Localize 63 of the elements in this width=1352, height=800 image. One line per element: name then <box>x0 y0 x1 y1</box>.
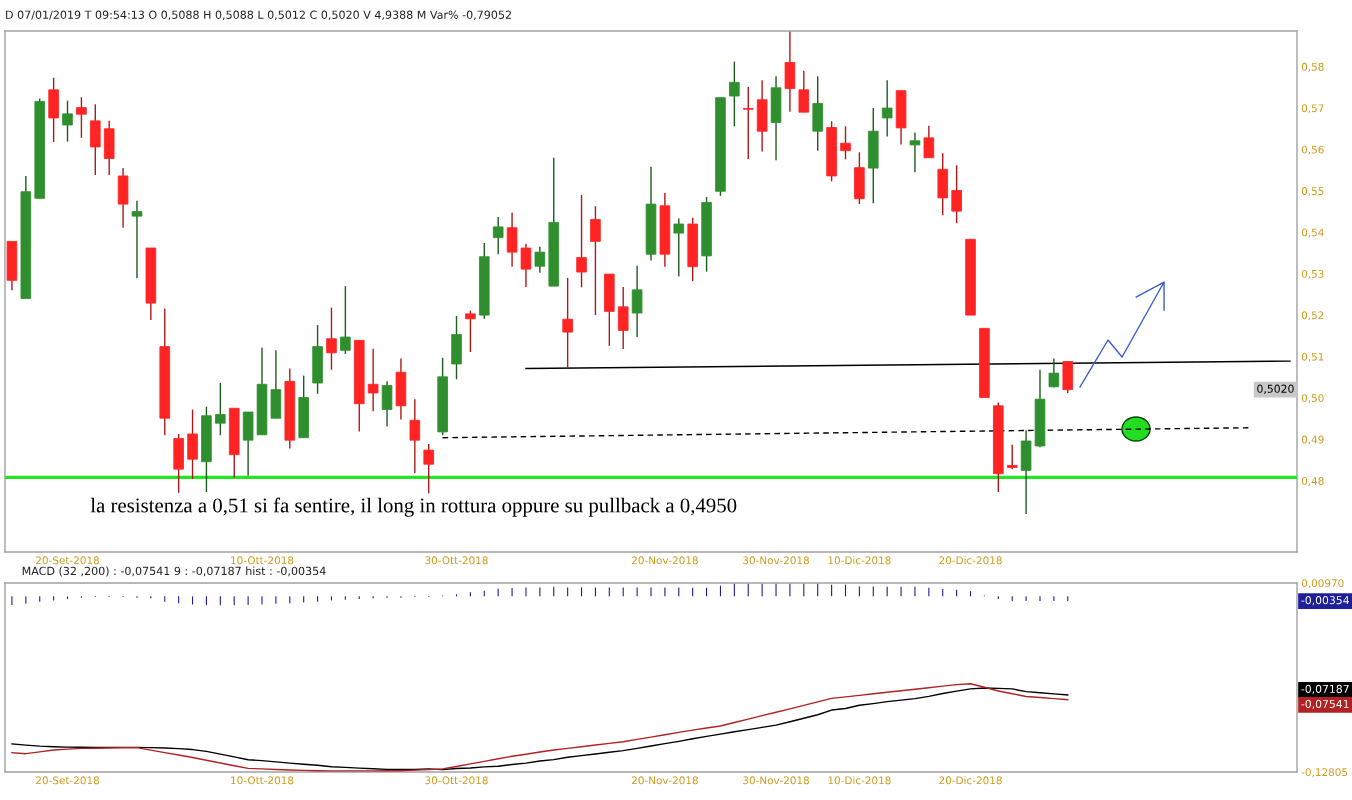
candlestick <box>923 125 935 159</box>
x-tick-label: 30-Nov-2018 <box>743 556 809 565</box>
candlestick <box>492 216 504 255</box>
candlestick <box>409 398 421 474</box>
chart-title: MACD (32 ,200) : -0,07541 9 : -0,07187 hist : -0,00354 <box>22 566 326 577</box>
candlestick <box>631 265 643 338</box>
candlestick <box>562 277 573 370</box>
candlestick <box>326 306 337 371</box>
y-tick-label: 0,52 <box>1301 311 1324 321</box>
x-tick-label: 20-Nov-2018 <box>631 556 698 565</box>
x-tick-label: 30-Ott-2018 <box>425 556 488 565</box>
text: -0,07187 <box>1301 684 1349 695</box>
candlestick <box>617 286 629 350</box>
y-tick-label: 0,53 <box>1301 269 1324 279</box>
y-tick-label: -0,12805 <box>1301 768 1348 778</box>
candlestick <box>798 70 810 113</box>
y-tick-label: 0,48 <box>1301 476 1324 486</box>
candlestick <box>465 309 476 353</box>
candlestick <box>367 347 379 412</box>
candlestick <box>215 382 226 436</box>
candlestick <box>590 205 601 316</box>
candlestick <box>340 285 351 355</box>
candlestick <box>673 217 685 278</box>
annotation: 0,5020 <box>1257 384 1294 394</box>
x-tick-label: 30-Ott-2018 <box>425 776 488 785</box>
annotation: la resistenza a 0,51 si fa sentire, il long in rottura oppure su pullback a 0,4950 <box>90 497 737 517</box>
x-tick-label: 20-Dic-2018 <box>939 556 1002 565</box>
text: -0,00354 <box>1301 596 1349 606</box>
candlestick <box>576 194 587 289</box>
y-tick-label: 0,56 <box>1301 145 1324 155</box>
text: -0,07541 <box>1301 699 1349 710</box>
candlestick <box>1006 444 1018 470</box>
y-tick-label: 0,58 <box>1301 62 1324 72</box>
candlestick <box>909 131 921 173</box>
candlestick <box>729 60 740 127</box>
y-tick-label: 0,49 <box>1301 435 1324 445</box>
x-tick-label: 20-Nov-2018 <box>631 776 698 785</box>
x-tick-label: 10-Ott-2018 <box>231 556 294 565</box>
x-tick-label: 10-Ott-2018 <box>231 776 294 785</box>
y-tick-label: 0,57 <box>1301 104 1324 114</box>
x-tick-label: 10-Dic-2018 <box>828 776 891 785</box>
y-tick-label: 0,00970 <box>1301 579 1344 589</box>
y-tick-label: 0,54 <box>1301 228 1324 238</box>
x-tick-label: 20-Set-2018 <box>36 776 99 785</box>
candlestick <box>881 79 893 138</box>
candlestick <box>62 99 73 143</box>
x-tick-label: 10-Dic-2018 <box>828 556 891 565</box>
candlestick <box>534 246 546 274</box>
candlestick <box>742 86 754 160</box>
chart-title: D 07/01/2019 T 09:54:13 O 0,5088 H 0,5088 L 0,5012 C 0,5020 V 4,9388 M Var% -0,79052 <box>6 10 511 21</box>
x-tick-label: 30-Nov-2018 <box>743 776 809 785</box>
y-tick-label: 0,51 <box>1301 352 1324 362</box>
candlestick <box>951 164 962 224</box>
candlestick <box>423 443 434 494</box>
y-tick-label: 0,55 <box>1301 187 1324 197</box>
candlestick <box>520 243 532 288</box>
candlestick <box>131 200 143 279</box>
candlestick <box>840 125 851 161</box>
candlestick <box>76 96 87 139</box>
x-tick-label: 20-Set-2018 <box>36 556 99 565</box>
candlestick <box>1048 357 1060 389</box>
x-tick-label: 20-Dic-2018 <box>939 776 1002 785</box>
y-tick-label: 0,50 <box>1301 394 1324 404</box>
